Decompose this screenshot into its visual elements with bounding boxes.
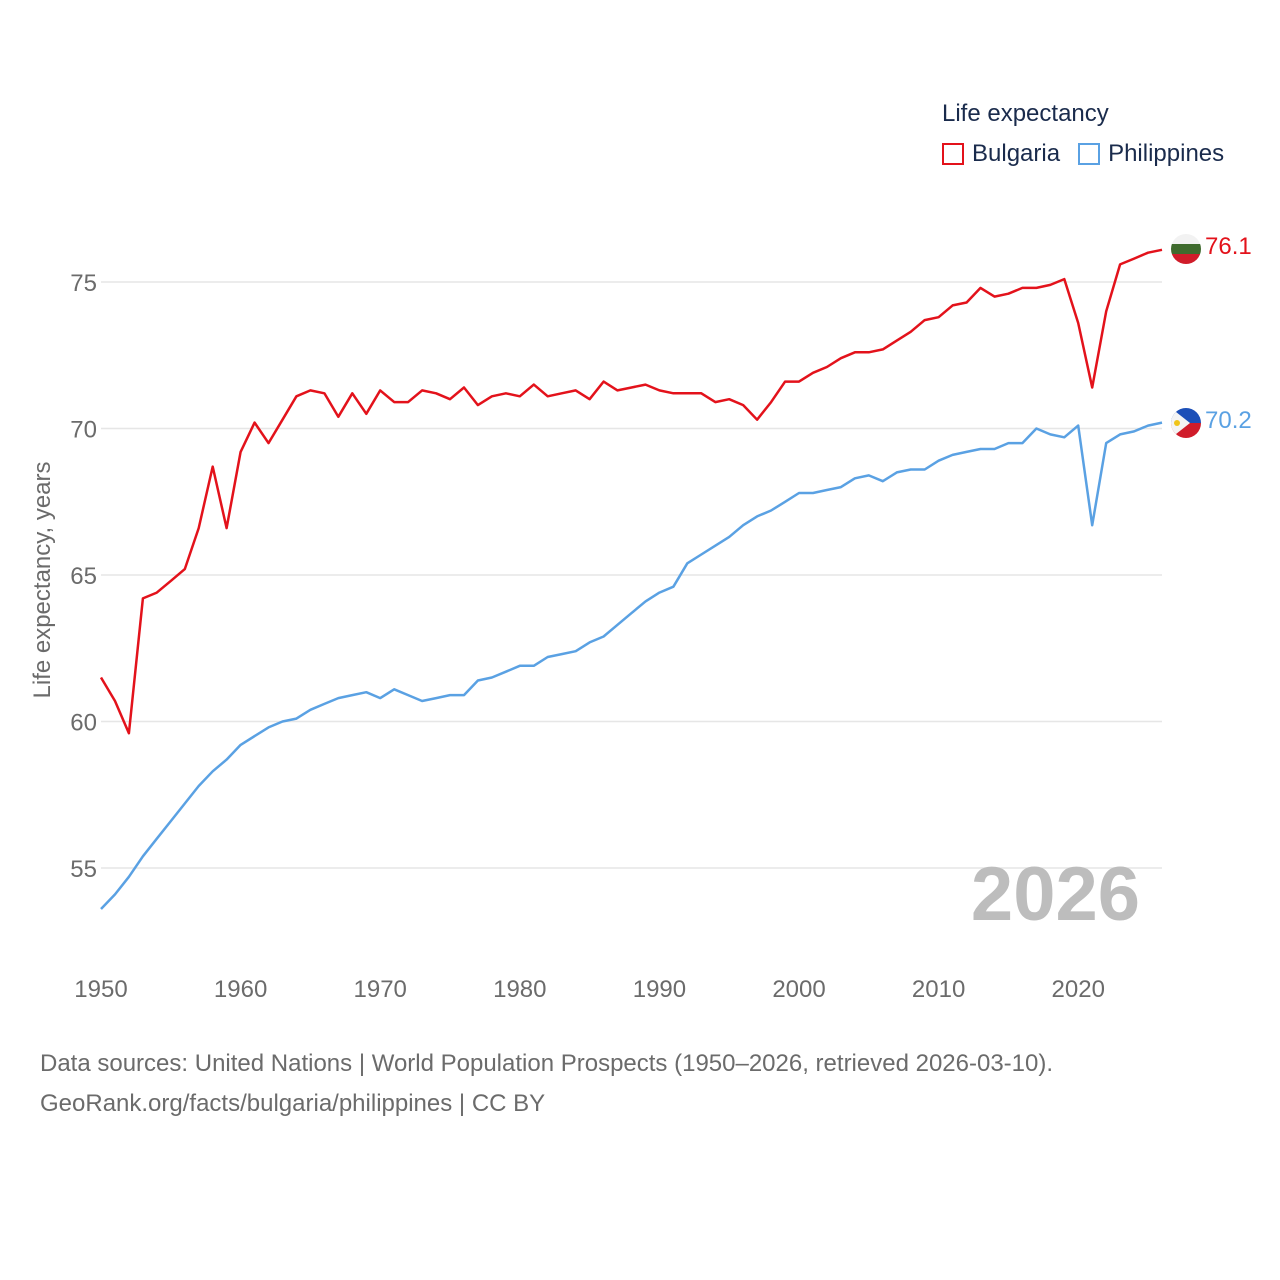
x-tick-label-2000: 2000 xyxy=(772,976,825,1003)
philippines-flag-icon xyxy=(1171,408,1201,438)
x-tick-label-1970: 1970 xyxy=(354,976,407,1003)
data-sources-text: Data sources: United Nations | World Pop… xyxy=(40,1050,1054,1077)
x-tick-label-1990: 1990 xyxy=(633,976,686,1003)
y-tick-label-65: 65 xyxy=(70,563,97,590)
x-tick-label-2010: 2010 xyxy=(912,976,965,1003)
x-axis-ticks: 1950 1960 1970 1980 1990 2000 2010 2020 xyxy=(74,976,1105,1003)
current-year-label: 2026 xyxy=(971,852,1140,937)
legend-title: Life expectancy xyxy=(942,100,1109,127)
gridlines xyxy=(101,281,1162,869)
x-tick-label-1950: 1950 xyxy=(74,976,127,1003)
line-chart: 55 60 65 70 75 1950 1960 1970 1980 1990 2000 2010 2… xyxy=(29,233,1252,1003)
y-tick-label-70: 70 xyxy=(70,417,97,444)
philippines-end-value: 70.2 xyxy=(1205,407,1252,434)
series-line-philippines xyxy=(100,421,1163,910)
legend-swatch-philippines xyxy=(1078,143,1101,165)
y-axis-title: Life expectancy, years xyxy=(29,461,56,698)
legend-label-philippines: Philippines xyxy=(1108,140,1225,167)
legend-item-philippines[interactable]: Philippines xyxy=(1078,140,1224,168)
series-line-bulgaria xyxy=(99,248,1163,735)
source-url-text: GeoRank.org/facts/bulgaria/philippines |… xyxy=(40,1090,546,1117)
y-tick-label-60: 60 xyxy=(70,710,97,737)
x-tick-label-2020: 2020 xyxy=(1052,976,1105,1003)
bulgaria-end-value: 76.1 xyxy=(1205,233,1252,260)
y-tick-label-55: 55 xyxy=(70,856,97,883)
legend-swatch-bulgaria xyxy=(942,143,964,165)
legend: Life expectancy Bulgaria Philippines xyxy=(942,100,1242,168)
legend-item-bulgaria[interactable]: Bulgaria xyxy=(942,140,1060,168)
y-tick-label-75: 75 xyxy=(70,270,97,297)
bulgaria-flag-icon xyxy=(1171,234,1201,264)
legend-label-bulgaria: Bulgaria xyxy=(972,140,1061,167)
y-axis-ticks: 55 60 65 70 75 xyxy=(70,270,97,883)
x-tick-label-1960: 1960 xyxy=(214,976,267,1003)
x-tick-label-1980: 1980 xyxy=(493,976,546,1003)
series-lines xyxy=(99,248,1163,910)
footer: Data sources: United Nations | World Pop… xyxy=(40,1044,1053,1124)
legend-items: Bulgaria Philippines xyxy=(942,140,1242,168)
